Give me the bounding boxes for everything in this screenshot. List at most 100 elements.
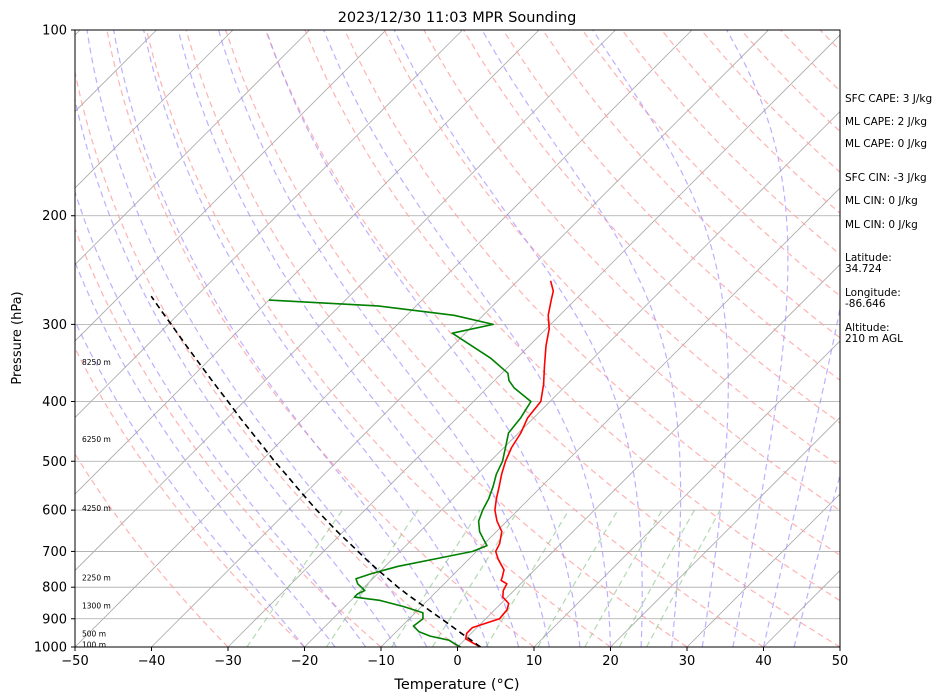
height-label: 2250 m <box>82 574 111 583</box>
latitude-value: 34.724 <box>845 263 882 275</box>
dry-adiabat <box>106 30 535 647</box>
mixing-ratio-line <box>537 509 619 647</box>
stat-ml-cape-1: ML CAPE: 2 J/kg <box>845 116 928 128</box>
x-tick-label: 30 <box>679 654 696 669</box>
height-label: 100 m <box>82 640 106 649</box>
dry-adiabat <box>145 30 611 647</box>
isotherm-line <box>227 34 840 647</box>
plot-background-lines <box>0 30 840 647</box>
isotherm-line <box>75 30 693 647</box>
moist-adiabat <box>75 260 336 647</box>
isotherm-line <box>610 416 840 647</box>
temperature-profile <box>464 280 555 647</box>
mixing-ratio-line <box>485 509 570 647</box>
y-tick-label: 700 <box>42 545 67 560</box>
mixing-ratio-line <box>325 509 419 647</box>
moist-adiabat <box>793 473 840 647</box>
stat-sfc-cin: SFC CIN: -3 J/kg <box>845 172 927 184</box>
dry-adiabat <box>383 30 840 512</box>
x-tick-label: −20 <box>291 654 318 669</box>
moist-adiabat <box>726 30 789 647</box>
isotherm-line <box>75 30 234 189</box>
x-axis-label: Temperature (°C) <box>393 677 519 693</box>
chart-title: 2023/12/30 11:03 MPR Sounding <box>338 10 577 26</box>
isotherm-line <box>380 187 840 647</box>
height-label: 4250 m <box>82 504 111 513</box>
moist-adiabat <box>75 190 367 647</box>
isotherm-line <box>304 110 840 647</box>
moist-adiabat <box>393 30 643 647</box>
y-tick-label: 1000 <box>34 641 67 656</box>
isotherm-line <box>533 340 840 647</box>
moist-adiabat <box>177 30 520 647</box>
dry-adiabat <box>423 30 840 468</box>
isotherm-line <box>75 30 387 342</box>
longitude-label: Longitude: <box>845 287 901 299</box>
axes: −50 −40 −30 −20 −10 0 10 20 30 40 50 100 200 300 400 50… <box>34 24 848 670</box>
moist-adiabat <box>481 30 682 647</box>
height-label: 8250 m <box>82 358 111 367</box>
moist-adiabat <box>323 30 612 647</box>
dry-adiabat <box>75 452 229 647</box>
mixing-ratio-line <box>391 509 481 647</box>
height-label: 6250 m <box>82 435 111 444</box>
dry-adiabat <box>225 30 764 647</box>
dry-adiabat <box>264 30 840 647</box>
x-tick-label: 50 <box>832 654 849 669</box>
y-tick-label: 500 <box>42 455 67 470</box>
moist-adiabat <box>217 30 550 647</box>
mixing-ratio-line <box>618 509 696 647</box>
x-tick-label: −10 <box>367 654 394 669</box>
x-tick-label: 0 <box>453 654 461 669</box>
moist-adiabat <box>592 30 729 647</box>
dewpoint-profile <box>268 299 532 647</box>
isotherm-line <box>75 30 463 419</box>
y-tick-label: 900 <box>42 612 67 627</box>
y-tick-label: 100 <box>42 24 67 39</box>
y-tick-label: 300 <box>42 318 67 333</box>
mixing-ratio-line <box>246 509 343 647</box>
y-tick-label: 400 <box>42 395 67 410</box>
moist-adiabat <box>113 30 459 647</box>
x-tick-label: 40 <box>755 654 772 669</box>
moist-adiabat <box>75 96 397 647</box>
mixing-ratio-line <box>584 509 663 647</box>
moist-adiabat <box>86 30 428 647</box>
stat-sfc-cape: SFC CAPE: 3 J/kg <box>845 93 933 105</box>
y-tick-label: 600 <box>42 504 67 519</box>
altitude-value: 210 m AGL <box>845 333 903 345</box>
moist-adiabat <box>762 305 840 647</box>
dry-adiabat <box>304 30 840 602</box>
x-tick-label: −50 <box>61 654 88 669</box>
dry-adiabat <box>75 346 305 647</box>
height-label: 500 m <box>82 629 106 638</box>
plot-series <box>150 280 555 647</box>
x-tick-label: 20 <box>602 654 619 669</box>
height-label: 1300 m <box>82 602 111 611</box>
dry-adiabat <box>185 30 688 647</box>
isotherm-line <box>75 30 616 572</box>
stat-ml-cape-2: ML CAPE: 0 J/kg <box>845 138 928 150</box>
x-tick-label: 10 <box>526 654 543 669</box>
mixing-ratio-line <box>646 509 721 647</box>
mixing-ratio-line <box>431 509 519 647</box>
altitude-label: Altitude: <box>845 322 890 334</box>
stat-ml-cin-1: ML CIN: 0 J/kg <box>845 195 918 207</box>
isotherm-line <box>75 30 540 495</box>
x-tick-label: −40 <box>138 654 165 669</box>
dry-adiabat <box>344 30 840 556</box>
isotherm-line <box>0 30 4 647</box>
isotherm-line <box>75 30 310 266</box>
moist-adiabat <box>265 30 581 647</box>
x-tick-label: −30 <box>214 654 241 669</box>
y-tick-label: 200 <box>42 209 67 224</box>
height-labels: 8250 m 6250 m 4250 m 2250 m 1300 m 500 m 100 m <box>82 358 111 649</box>
longitude-value: -86.646 <box>845 298 886 310</box>
isotherm-line <box>686 493 840 647</box>
parcel-profile <box>150 295 481 647</box>
latitude-label: Latitude: <box>845 252 892 264</box>
y-axis-label: Pressure (hPa) <box>10 291 25 384</box>
y-tick-label: 800 <box>42 581 67 596</box>
stat-ml-cin-2: ML CIN: 0 J/kg <box>845 219 918 231</box>
dry-adiabat <box>75 69 458 647</box>
